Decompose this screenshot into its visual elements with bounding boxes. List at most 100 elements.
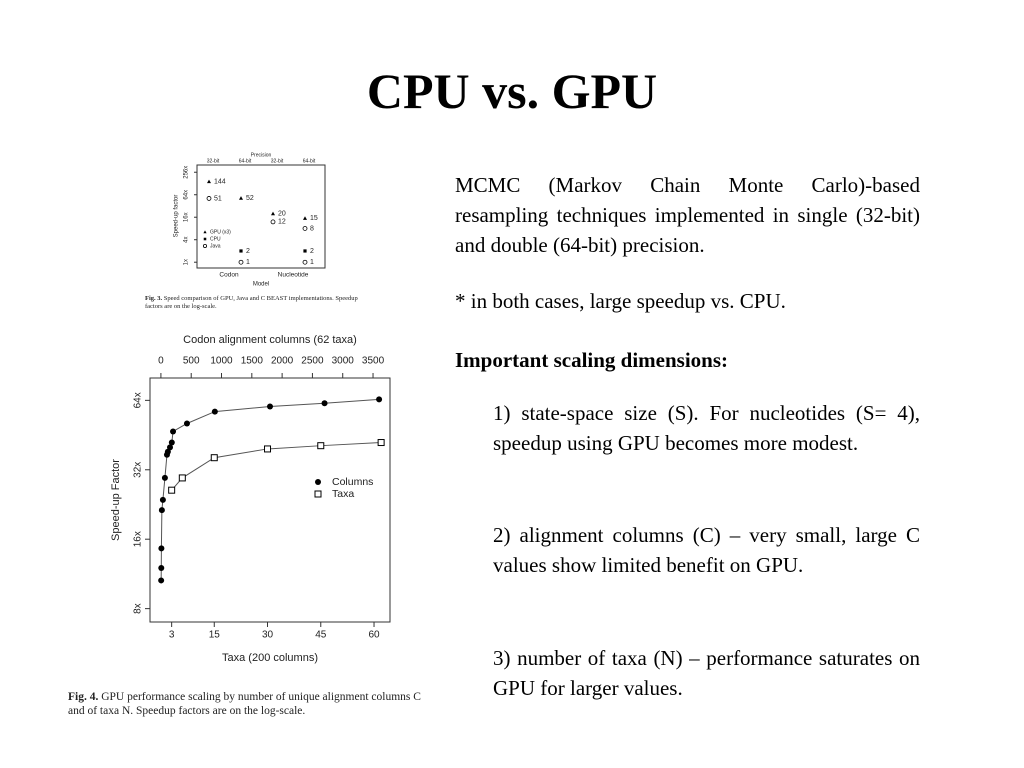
x-axis-label: Model bbox=[253, 282, 269, 288]
point bbox=[168, 486, 176, 494]
point bbox=[211, 408, 218, 415]
legend-label: CPU bbox=[210, 236, 221, 242]
value-label: 51 bbox=[214, 195, 222, 202]
x2-tick-label: 2500 bbox=[301, 356, 324, 367]
legend-label: Java bbox=[210, 243, 221, 249]
value-label: 2 bbox=[310, 248, 314, 255]
point bbox=[302, 226, 308, 231]
point bbox=[167, 444, 173, 451]
point bbox=[271, 211, 275, 216]
value-label: 52 bbox=[246, 195, 254, 202]
point bbox=[168, 439, 175, 446]
caption-label: Fig. 4. bbox=[68, 691, 99, 703]
legend-marker bbox=[203, 230, 207, 234]
point bbox=[158, 507, 165, 514]
y-tick-label: 4x bbox=[184, 237, 190, 243]
list-item: 1) state-space size (S). For nucleotides… bbox=[493, 401, 920, 455]
x2-tick-label: 2000 bbox=[271, 356, 294, 367]
y-tick-label: 16x bbox=[184, 212, 190, 222]
point bbox=[321, 400, 328, 407]
caption: Fig. 3. Speed comparison of GPU, Java an… bbox=[145, 295, 360, 311]
value-label: 8 bbox=[310, 225, 314, 232]
legend-marker bbox=[203, 237, 207, 241]
y-tick-label: 16x bbox=[133, 531, 144, 547]
point bbox=[376, 396, 383, 403]
point bbox=[158, 565, 165, 572]
point bbox=[302, 259, 308, 265]
y-tick-label: 1x bbox=[184, 259, 190, 265]
x2-tick-label: 1000 bbox=[210, 356, 233, 367]
top-tick-label: 32-bit bbox=[207, 158, 220, 164]
point bbox=[377, 439, 385, 447]
value-label: 15 bbox=[310, 215, 318, 222]
point bbox=[238, 259, 244, 265]
y-tick-label: 64x bbox=[184, 190, 190, 200]
value-label: 1 bbox=[310, 259, 314, 266]
x2-tick-label: 1500 bbox=[241, 356, 264, 367]
value-label: 2 bbox=[246, 248, 250, 255]
point bbox=[158, 577, 165, 584]
point bbox=[239, 196, 243, 200]
caption: Fig. 4. GPU performance scaling by numbe… bbox=[68, 690, 438, 718]
legend-marker bbox=[314, 490, 322, 498]
y-axis-label: Speed-up factor bbox=[174, 195, 180, 238]
plot-frame bbox=[149, 377, 391, 623]
point bbox=[239, 249, 243, 253]
point bbox=[317, 442, 325, 450]
caption-label: Fig. 3. bbox=[145, 295, 163, 302]
point bbox=[206, 196, 212, 201]
y-tick-label: 256x bbox=[184, 166, 190, 179]
point bbox=[267, 403, 273, 410]
point bbox=[264, 445, 272, 453]
paragraph: MCMC (Markov Chain Monte Carlo)-based re… bbox=[455, 173, 920, 257]
x-tick-label: 45 bbox=[315, 630, 327, 641]
y-tick-label: 64x bbox=[133, 392, 144, 408]
point bbox=[210, 454, 218, 462]
y-tick-label: 8x bbox=[133, 603, 144, 614]
point bbox=[178, 474, 186, 482]
caption-text: Speed comparison of GPU, Java and C BEAS… bbox=[145, 295, 358, 310]
value-label: 144 bbox=[214, 178, 226, 185]
point bbox=[161, 474, 168, 481]
y-tick-label: 32x bbox=[133, 462, 144, 478]
plot-frame bbox=[196, 164, 326, 269]
point bbox=[303, 216, 307, 220]
top-tick-label: 64-bit bbox=[303, 158, 316, 164]
legend-marker bbox=[315, 479, 321, 485]
x-tick-label: 30 bbox=[262, 630, 274, 641]
x-axis-label: Taxa (200 columns) bbox=[222, 652, 318, 664]
top-axis-label: Precision bbox=[251, 152, 272, 158]
point bbox=[158, 545, 165, 552]
x-tick-label: 15 bbox=[209, 630, 221, 641]
x-tick-label: 3 bbox=[169, 630, 175, 641]
point bbox=[183, 420, 190, 427]
x-tick-label: Codon bbox=[219, 272, 239, 279]
value-label: 20 bbox=[278, 210, 286, 217]
heading: Important scaling dimensions: bbox=[455, 348, 729, 372]
x2-tick-label: 3000 bbox=[332, 356, 355, 367]
list-item: 2) alignment columns (C) – very small, l… bbox=[493, 523, 920, 577]
top-tick-label: 64-bit bbox=[239, 158, 252, 164]
x2-tick-label: 3500 bbox=[362, 356, 385, 367]
slide-title: CPU vs. GPU bbox=[366, 63, 658, 119]
point bbox=[159, 496, 166, 503]
list-item: 3) number of taxa (N) – performance satu… bbox=[493, 646, 920, 700]
point bbox=[170, 428, 177, 435]
legend-label: Taxa bbox=[332, 488, 354, 500]
x2-axis-label: Codon alignment columns (62 taxa) bbox=[183, 334, 357, 346]
x-tick-label: 60 bbox=[368, 630, 380, 641]
value-label: 1 bbox=[246, 259, 250, 266]
x2-tick-label: 500 bbox=[183, 356, 200, 367]
legend-label: Columns bbox=[332, 476, 373, 488]
paragraph: * in both cases, large speedup vs. CPU. bbox=[455, 289, 786, 313]
caption-text: GPU performance scaling by number of uni… bbox=[68, 691, 421, 717]
point bbox=[270, 219, 276, 225]
point bbox=[303, 249, 307, 253]
x-tick-label: Nucleotide bbox=[278, 272, 309, 279]
legend-marker bbox=[202, 243, 207, 248]
point bbox=[207, 179, 211, 184]
legend-label: GPU (x3) bbox=[210, 229, 231, 235]
y-axis-label: Speed-up Factor bbox=[110, 459, 122, 541]
